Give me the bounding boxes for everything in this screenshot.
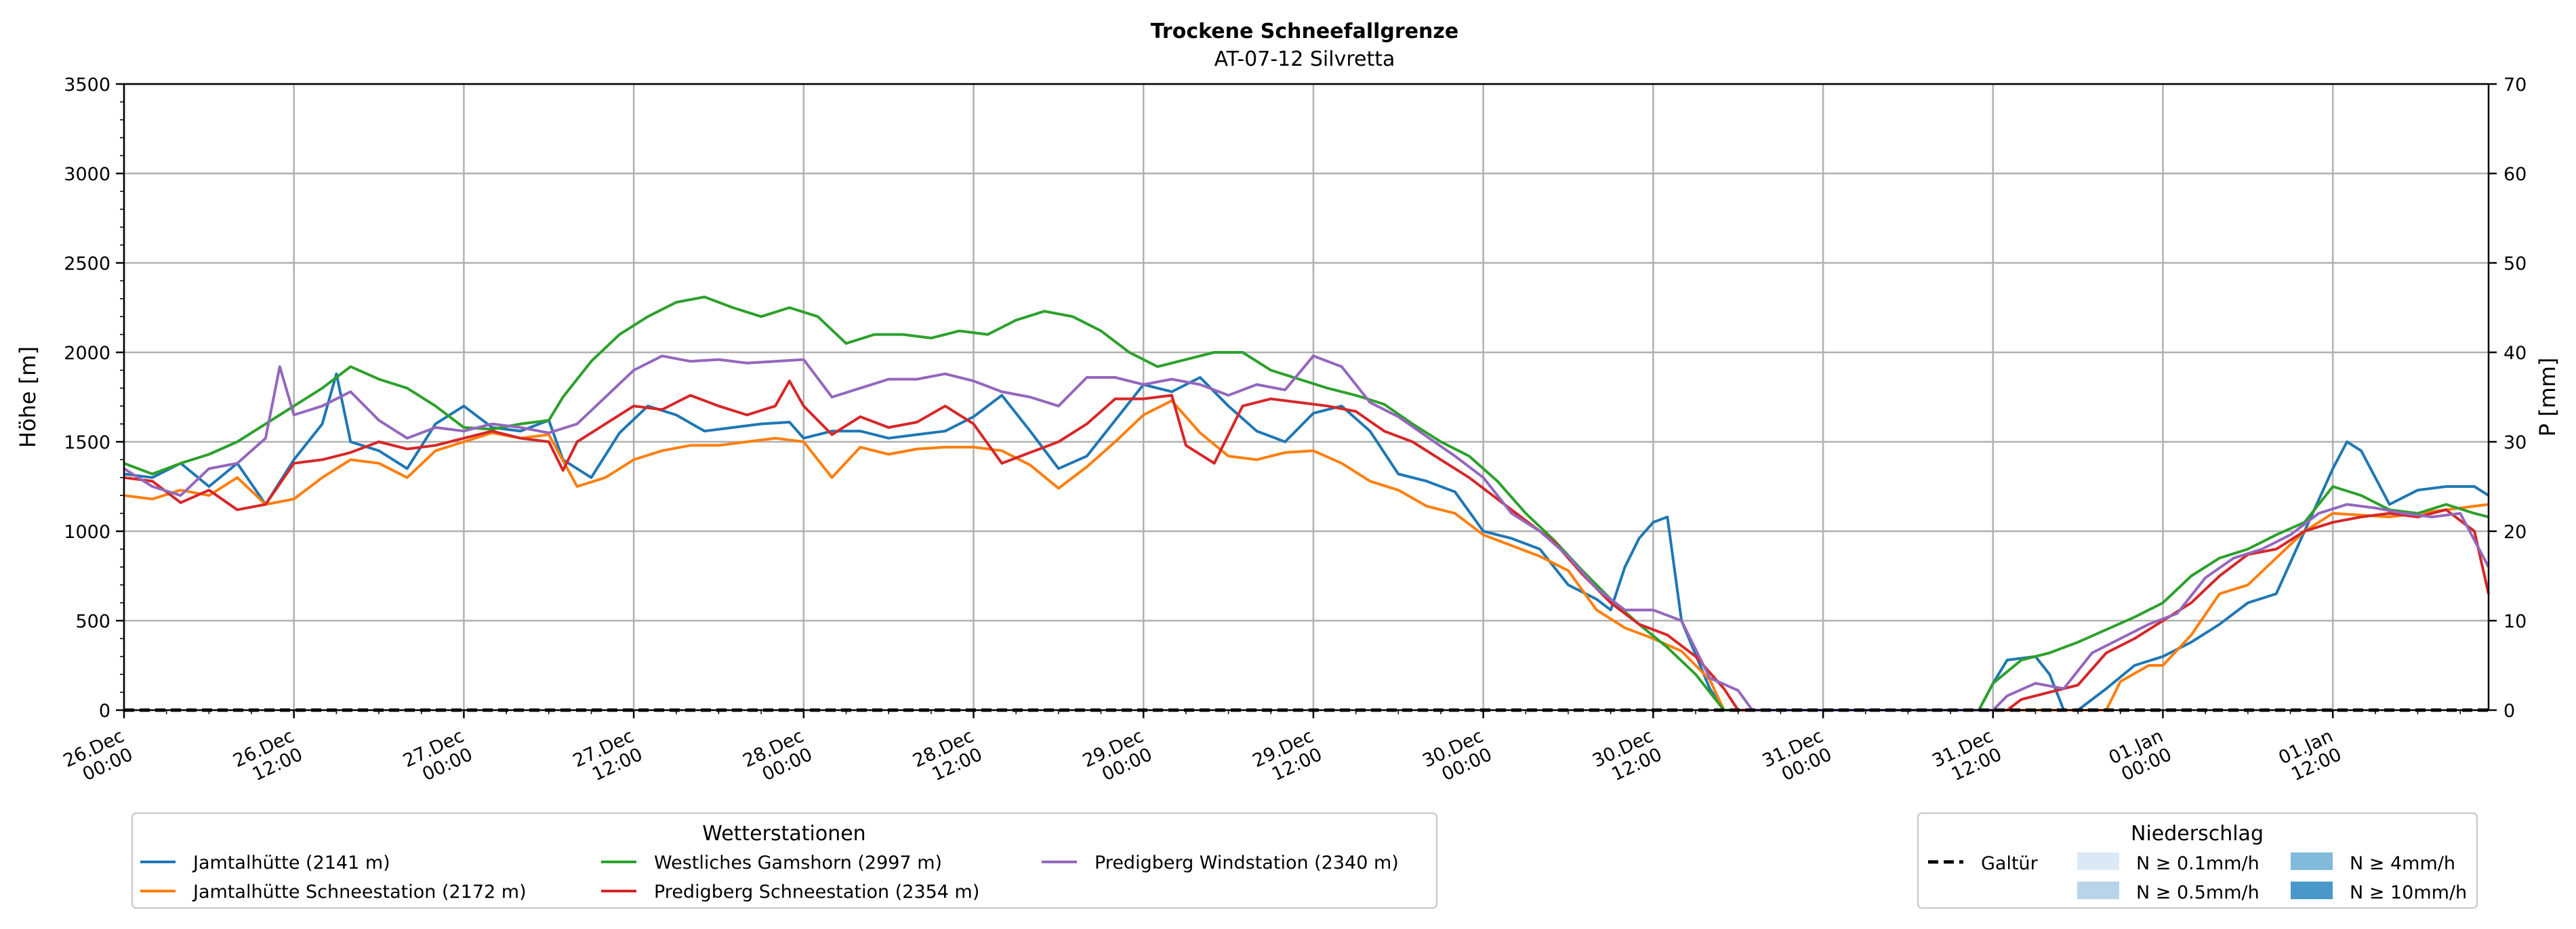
legend-precip-swatch-2 [2291,852,2333,870]
legend-precip-frame [1917,812,2478,909]
series-layer [123,295,2490,711]
legend-precip-swatch-1 [2077,882,2119,899]
y2-tick-label: 60 [2503,164,2527,185]
legend-stations: Wetterstationen Jamtalhütte (2141 m)Jamt… [131,812,1438,909]
legend-galtur-label: Galtür [1981,853,2039,874]
y-tick-label: 1500 [64,432,110,453]
chart-title: Trockene Schneefallgrenze [1151,20,1458,43]
legend-precip: Niederschlag Galtür N ≥ 0.1mm/h N ≥ 0.5m… [1917,812,2478,909]
y2-tick-label: 20 [2503,522,2527,543]
legend-label-0: Jamtalhütte (2141 m) [192,852,390,873]
legend-precip-swatch-3 [2291,882,2333,899]
y-tick-label: 3000 [64,164,110,185]
legend-precip-label-1: N ≥ 0.5mm/h [2136,882,2260,903]
legend-label-4: Predigberg Windstation (2340 m) [1095,852,1399,873]
series-line-4 [123,354,2490,711]
y2-tick-label: 50 [2503,253,2527,274]
legend-label-3: Predigberg Schneestation (2354 m) [654,882,979,903]
legend-precip-label-3: N ≥ 10mm/h [2350,882,2467,903]
legend-precip-title: Niederschlag [2131,822,2264,846]
x-tick-label: 30.Dec12:00 [1589,726,1665,791]
y-tick-label: 2500 [64,253,110,274]
y-tick-label: 0 [99,701,110,722]
legend-precip-label-2: N ≥ 4mm/h [2350,853,2455,874]
y2-tick-label: 0 [2503,701,2515,722]
series-line-3 [123,379,2490,711]
y2-axis-label: P [mm] [2535,358,2560,437]
y2-tick-label: 40 [2503,343,2527,364]
legend-precip-swatch-0 [2077,852,2119,870]
y-tick-label: 3500 [64,75,110,96]
y-axis-label: Höhe [m] [15,346,41,448]
legend-label-1: Jamtalhütte Schneestation (2172 m) [192,882,527,903]
y-tick-label: 2000 [64,343,110,364]
legend-stations-frame [131,812,1438,909]
y-tick-label: 1000 [64,522,110,543]
y2-tick-label: 30 [2503,432,2527,453]
legend-precip-label-0: N ≥ 0.1mm/h [2136,853,2260,874]
y2-tick-label: 70 [2503,75,2527,96]
legend-label-2: Westliches Gamshorn (2997 m) [654,852,942,873]
plot-frame [123,83,2490,711]
grid [123,83,2489,711]
series-line-2 [123,295,2489,711]
series-line-1 [123,399,2489,711]
y-tick-label: 500 [75,611,110,632]
legend-stations-title: Wetterstationen [702,822,865,846]
legend-station-items: Jamtalhütte (2141 m) Jamtalhütte Schneest… [140,852,1399,903]
chart-subtitle: AT-07-12 Silvretta [1214,47,1395,71]
y2-tick-label: 10 [2503,611,2527,632]
